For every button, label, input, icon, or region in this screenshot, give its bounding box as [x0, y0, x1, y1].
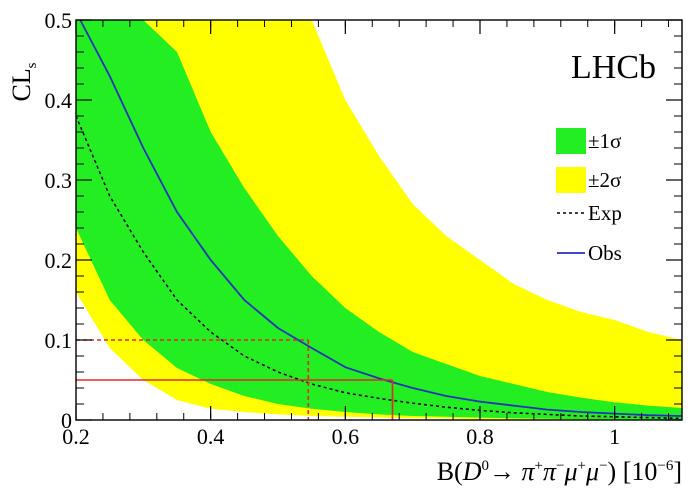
plot-border [75, 19, 683, 421]
y-tick-label: 0.4 [45, 88, 73, 113]
legend-label-1sigma: ±1σ [588, 129, 621, 153]
sigma-bands [76, 20, 682, 420]
y-tick-label: 0.5 [45, 8, 73, 33]
y-tick-label: 0.3 [45, 168, 73, 193]
legend-swatch-2sigma [556, 167, 586, 193]
legend-swatch-1sigma [556, 128, 586, 154]
limit-markers [76, 339, 394, 420]
experiment-label: LHCb [571, 49, 656, 86]
legend-label-obs: Obs [588, 241, 622, 265]
plot-frame [75, 19, 683, 421]
expected-curve [76, 115, 682, 420]
x-tick-label: 0.4 [197, 424, 225, 449]
y-tick-label: 0.2 [45, 248, 73, 273]
x-tick-label: 1 [609, 424, 620, 449]
x-tick-label: 0.8 [466, 424, 494, 449]
legend-label-2sigma: ±2σ [588, 168, 621, 192]
x-axis-title: B(D0→ π+π−μ+μ−) [10−6] [437, 457, 682, 486]
y-tick-label: 0 [61, 408, 72, 433]
axis-ticks [75, 19, 682, 421]
y-axis-title: CLs [7, 62, 40, 101]
legend-label-exp: Exp [588, 201, 622, 225]
observed-curve [79, 20, 682, 417]
x-tick-label: 0.6 [332, 424, 360, 449]
legend: ±1σ ±2σ Exp Obs [556, 128, 622, 265]
cls-curves [76, 20, 682, 420]
tick-labels: 0.2 0.4 0.6 0.8 1 0 0.1 0.2 0.3 0.4 0.5 [45, 8, 621, 449]
y-tick-label: 0.1 [45, 328, 73, 353]
x-tick-label: 0.2 [62, 424, 90, 449]
band-1sigma [76, 20, 682, 420]
